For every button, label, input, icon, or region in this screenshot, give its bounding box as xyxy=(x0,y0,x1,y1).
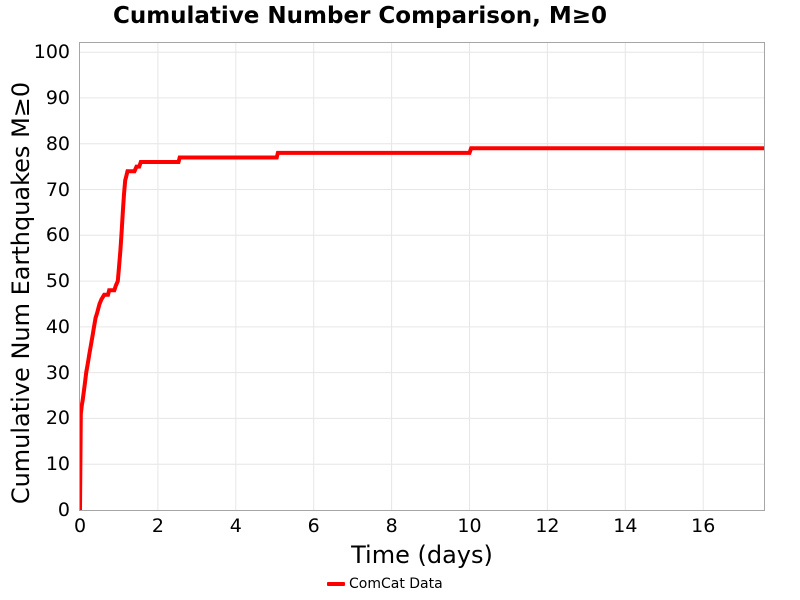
chart-title: Cumulative Number Comparison, M≥0 xyxy=(112,3,608,29)
x-tick-label: 2 xyxy=(151,515,164,537)
legend: ComCat Data xyxy=(327,574,443,594)
legend-line-swatch xyxy=(327,582,345,586)
x-tick-label: 14 xyxy=(613,515,638,537)
y-tick-label: 80 xyxy=(45,132,70,155)
x-tick-label: 12 xyxy=(535,515,560,537)
y-tick-label: 90 xyxy=(45,86,70,109)
x-tick-label: 0 xyxy=(73,515,87,537)
x-tick-label: 6 xyxy=(307,515,320,537)
y-axis-title-text: Cumulative Num Earthquakes M≥0 xyxy=(7,81,35,505)
y-tick-label: 100 xyxy=(33,41,70,64)
x-tick-label: 4 xyxy=(229,515,242,537)
y-tick-label: 0 xyxy=(57,499,70,521)
x-tick-label: 10 xyxy=(457,515,482,537)
y-tick-label: 40 xyxy=(45,315,70,338)
y-tick-label: 50 xyxy=(45,270,70,293)
y-tick-label: 60 xyxy=(45,224,70,247)
x-tick-label: 16 xyxy=(691,515,716,537)
gridlines xyxy=(80,43,764,510)
legend-label: ComCat Data xyxy=(349,576,443,592)
chart-svg xyxy=(80,43,764,510)
y-tick-label: 10 xyxy=(45,453,70,476)
y-tick-label: 70 xyxy=(45,178,70,201)
plot-area xyxy=(79,42,765,511)
comcat-data-line xyxy=(80,146,764,510)
y-tick-label: 30 xyxy=(45,361,70,384)
x-axis-title: Time (days) xyxy=(351,541,493,569)
y-tick-label: 20 xyxy=(45,407,70,430)
x-tick-label: 8 xyxy=(385,515,398,537)
